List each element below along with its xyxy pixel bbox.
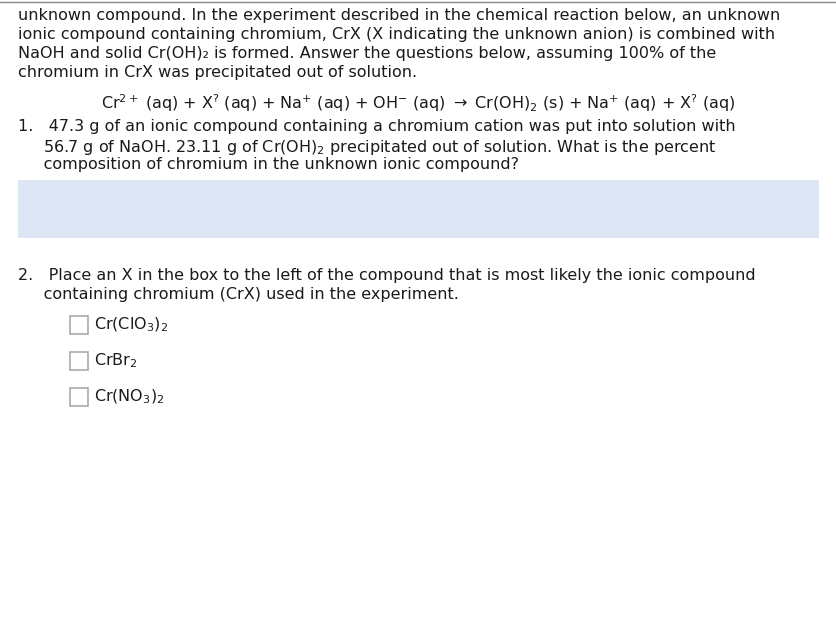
- Text: 2.   Place an X in the box to the left of the compound that is most likely the i: 2. Place an X in the box to the left of …: [18, 268, 755, 283]
- Text: composition of chromium in the unknown ionic compound?: composition of chromium in the unknown i…: [18, 157, 518, 172]
- Text: unknown compound. In the experiment described in the chemical reaction below, an: unknown compound. In the experiment desc…: [18, 8, 779, 23]
- Text: CrBr$_{2}$: CrBr$_{2}$: [94, 352, 137, 371]
- Text: Cr(ClO$_{3}$)$_{2}$: Cr(ClO$_{3}$)$_{2}$: [94, 316, 168, 334]
- Bar: [70, 316, 88, 334]
- Text: 1.   47.3 g of an ionic compound containing a chromium cation was put into solut: 1. 47.3 g of an ionic compound containin…: [18, 119, 735, 134]
- Text: containing chromium (CrX) used in the experiment.: containing chromium (CrX) used in the ex…: [18, 287, 458, 302]
- Text: Cr(NO$_{3}$)$_{2}$: Cr(NO$_{3}$)$_{2}$: [94, 388, 165, 406]
- Text: Cr$^{2+}$ (aq) + X$^{?}$ (aq) + Na$^{+}$ (aq) + OH$^{-}$ (aq) $\rightarrow$ Cr(O: Cr$^{2+}$ (aq) + X$^{?}$ (aq) + Na$^{+}$…: [101, 92, 735, 114]
- Text: NaOH and solid Cr(OH)₂ is formed. Answer the questions below, assuming 100% of t: NaOH and solid Cr(OH)₂ is formed. Answer…: [18, 46, 716, 61]
- Text: ionic compound containing chromium, CrX (X indicating the unknown anion) is comb: ionic compound containing chromium, CrX …: [18, 27, 774, 42]
- Text: 56.7 g of NaOH. 23.11 g of Cr(OH)$_{2}$ precipitated out of solution. What is th: 56.7 g of NaOH. 23.11 g of Cr(OH)$_{2}$ …: [18, 138, 716, 157]
- Bar: [70, 352, 88, 370]
- Bar: [70, 388, 88, 406]
- Bar: [18, 180, 818, 238]
- Text: chromium in CrX was precipitated out of solution.: chromium in CrX was precipitated out of …: [18, 65, 416, 80]
